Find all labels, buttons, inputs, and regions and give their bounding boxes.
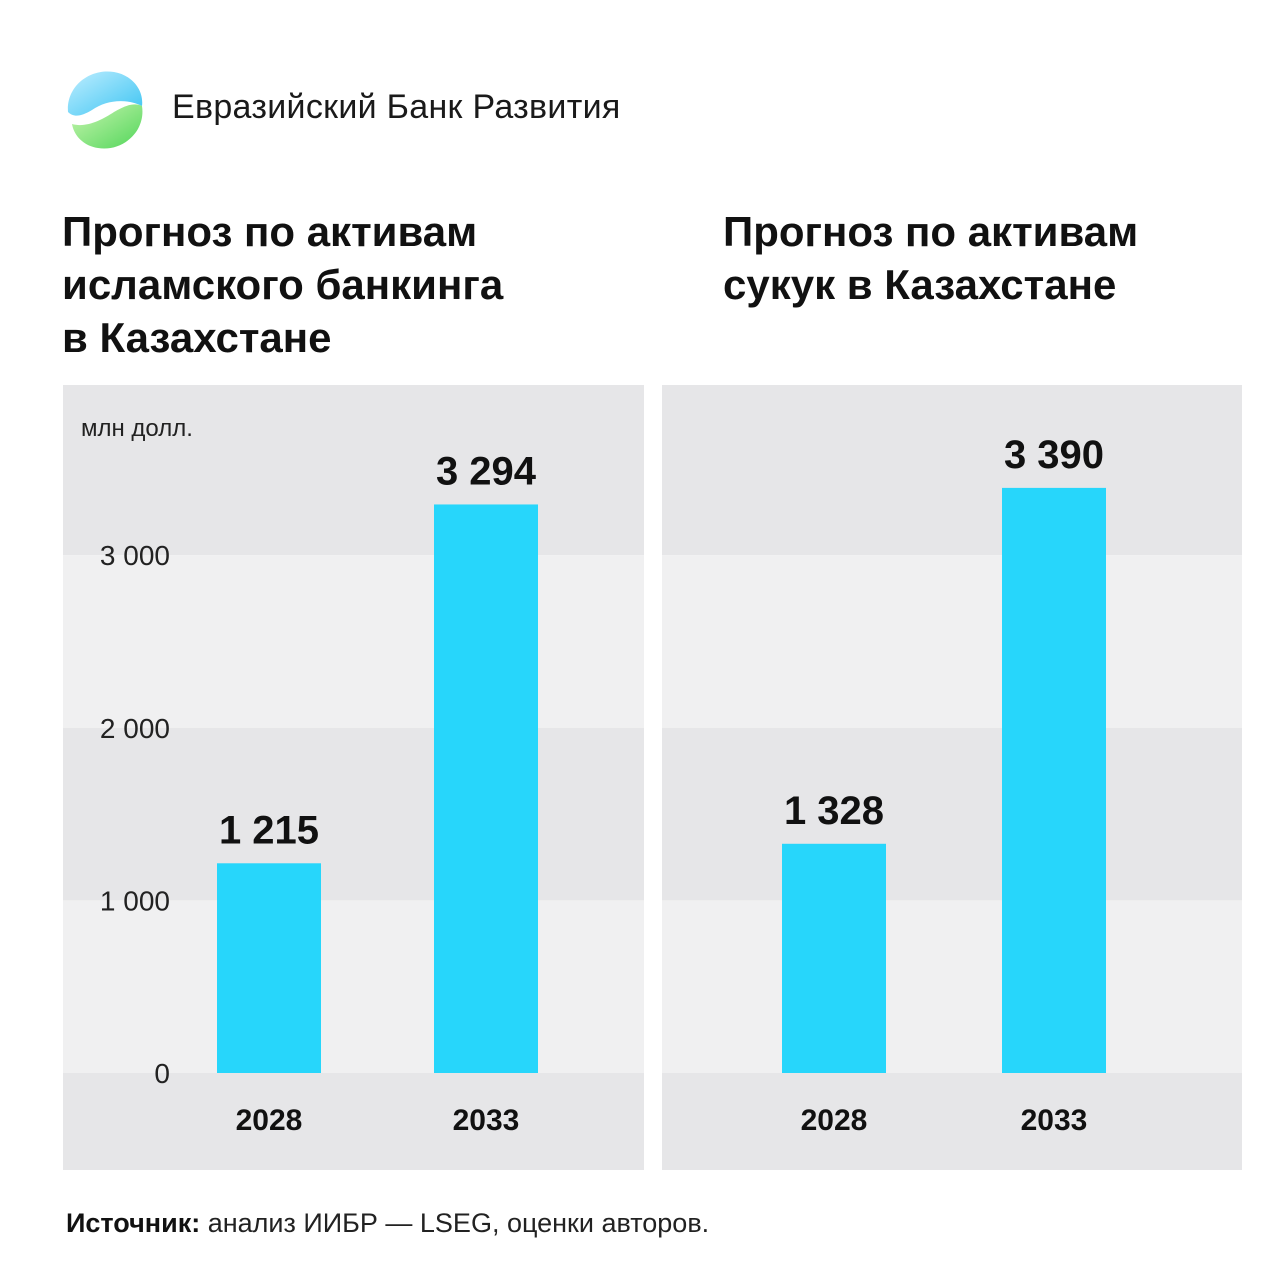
background-band [63,385,644,556]
y-tick-label: 1 000 [100,885,170,916]
category-label: 2033 [1021,1104,1088,1137]
bar-chart-sukuk: 1 328 2028 3 390 2033 [662,385,1242,1170]
title-line: исламского банкинга [62,261,504,308]
unit-label: млн долл. [81,415,193,442]
chart-panel-islamic-banking: 0 1 000 2 000 3 000 1 215 2028 3 294 2033 млн д… [63,385,644,1170]
bar-chart-islamic-banking: 0 1 000 2 000 3 000 1 215 2028 3 294 2033 [63,385,644,1170]
background-band [63,555,644,728]
background-band [662,555,1242,728]
chart-title-islamic-banking: Прогноз по активам исламского банкинга в… [62,205,503,364]
title-line: Прогноз по активам [62,208,478,255]
title-line: Прогноз по активам [723,208,1139,255]
y-tick-label: 0 [154,1058,170,1089]
background-band [63,1073,644,1170]
background-band [63,900,644,1073]
y-tick-label: 2 000 [100,713,170,744]
background-band [662,385,1242,556]
brand-name: Евразийский Банк Развития [172,88,621,126]
source-label: Источник: [66,1208,201,1238]
bar-2028 [782,843,886,1073]
background-band [662,900,1242,1073]
category-label: 2028 [801,1104,868,1137]
chart-title-sukuk: Прогноз по активам сукук в Казахстане [723,205,1138,311]
background-band [63,727,644,901]
chart-panel-sukuk: 1 328 2028 3 390 2033 [662,385,1242,1170]
title-line: сукук в Казахстане [723,261,1117,308]
y-tick-label: 3 000 [100,540,170,571]
bar-2033 [1002,487,1106,1073]
bar-2033 [434,504,538,1074]
background-band [662,1073,1242,1170]
value-label: 3 294 [436,449,537,493]
value-label: 3 390 [1004,433,1104,477]
category-label: 2028 [236,1104,303,1137]
category-label: 2033 [453,1104,520,1137]
source-note: Источник: анализ ИИБР — LSEG, оценки авт… [66,1208,709,1239]
brand-logo-icon [67,71,143,149]
value-label: 1 215 [219,808,319,852]
source-text: анализ ИИБР — LSEG, оценки авторов. [200,1208,710,1238]
background-band [662,727,1242,901]
value-label: 1 328 [784,789,884,833]
title-line: в Казахстане [62,314,332,361]
bar-2028 [217,863,321,1073]
